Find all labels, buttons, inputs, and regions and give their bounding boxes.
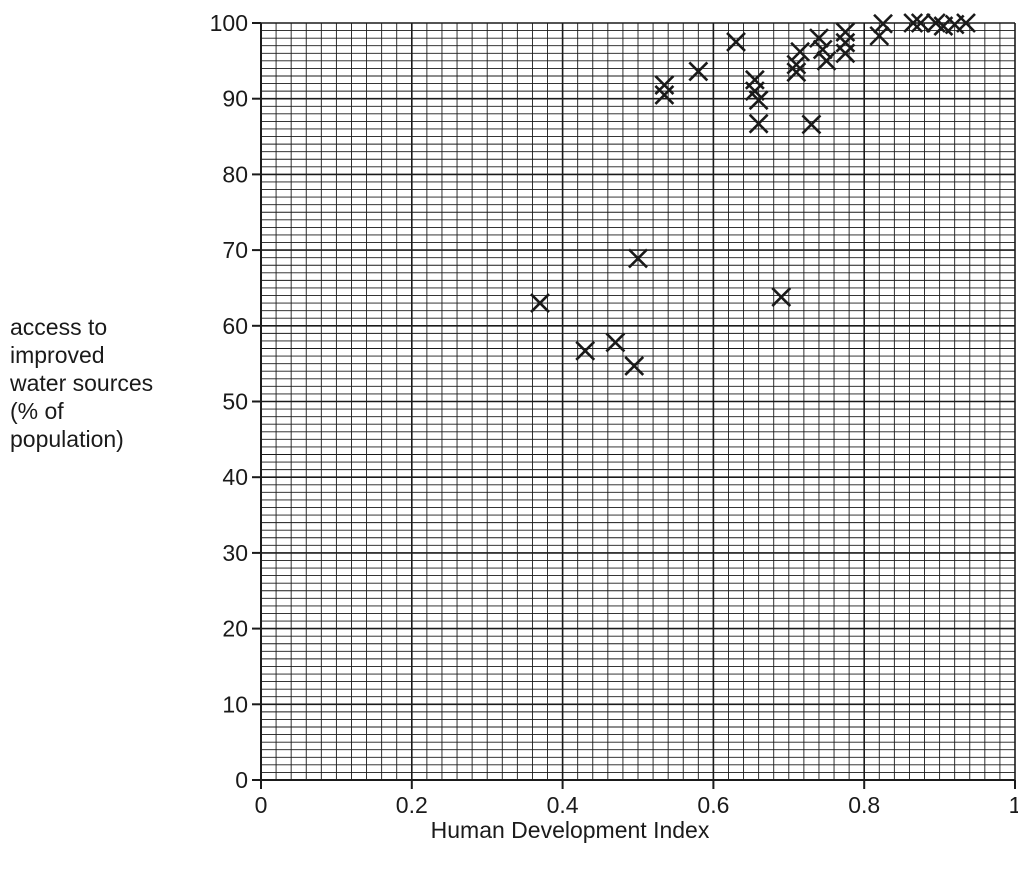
y-tick-label: 50 [222,389,248,415]
data-point [809,28,829,49]
x-tick-label: 0.6 [697,792,729,818]
x-tick-label: 0 [255,792,268,818]
data-point [790,41,811,62]
data-point-stroke [786,62,807,83]
data-point-stroke [873,13,893,34]
data-point-stroke [654,84,675,105]
x-tick-label: 0.4 [547,792,579,818]
data-point-stroke [628,248,648,269]
data-point-stroke [910,13,931,33]
y-axis-label-line: population) [10,426,124,452]
x-tick-label: 1 [1009,792,1018,818]
data-point-stroke [748,90,769,111]
data-point-stroke [925,13,946,33]
y-tick-label: 10 [222,691,248,717]
data-point [869,25,890,46]
data-point-stroke [816,50,837,71]
y-axis-label-line: improved [10,342,105,368]
y-tick-label: 90 [222,86,248,112]
data-point-stroke [744,69,765,90]
data-point [786,54,807,75]
data-point-stroke [771,287,792,307]
data-point [771,287,792,307]
data-point [744,69,765,90]
y-tick-label: 70 [222,237,248,263]
data-point-stroke [748,113,769,134]
data-point [628,248,648,269]
tick-labels: 0 10 20 30 40 50 60 70 80 90 100 0 0.2 0.4 0.6 0.8 1 [210,10,1018,818]
data-point [748,113,769,134]
y-axis-label-line: water sources [10,370,154,396]
data-point [956,13,976,33]
data-point-stroke [812,39,833,60]
data-point-stroke [530,293,550,314]
data-markers [530,13,976,376]
y-tick-label: 100 [210,10,248,36]
data-point-stroke [801,114,822,135]
data-point-stroke [835,22,856,43]
data-point [575,340,596,361]
data-point-stroke [654,75,675,95]
data-point [835,32,856,53]
x-tick-label: 0.2 [396,792,428,818]
data-point-stroke [726,32,746,52]
y-tick-label: 40 [222,464,248,490]
data-point [748,90,769,111]
data-point [910,13,931,33]
x-tick-label: 0.8 [848,792,880,818]
data-point-stroke [809,28,829,49]
data-point-stroke [903,13,924,33]
data-point [873,13,893,34]
data-point [801,114,822,135]
data-point-stroke [956,13,976,33]
data-point-stroke [869,25,890,46]
data-point-stroke [688,61,709,82]
y-tick-label: 20 [222,616,248,642]
y-axis-label-line: access to [10,314,108,340]
data-point [654,84,675,105]
tick-marks [252,22,1016,789]
y-tick-label: 60 [222,313,248,339]
y-axis-label: access to improved water sources (% of p… [10,313,210,453]
data-point [688,61,709,82]
data-point [624,356,645,376]
data-point [812,39,833,60]
data-point-stroke [605,332,626,353]
x-axis-label: Human Development Index [430,817,710,843]
y-tick-label: 0 [235,767,248,793]
data-point [786,62,807,83]
data-point [726,32,746,52]
data-point [605,332,626,353]
y-axis-label-line: (% of [10,398,64,424]
data-point [835,22,856,43]
y-tick-label: 80 [222,161,248,187]
y-tick-label: 30 [222,540,248,566]
data-point [654,75,675,95]
data-point-stroke [786,54,807,75]
data-point [530,293,550,314]
data-point [903,13,924,33]
data-point-stroke [790,41,811,62]
data-point [816,50,837,71]
data-point-stroke [575,340,596,361]
data-point-stroke [624,356,645,376]
